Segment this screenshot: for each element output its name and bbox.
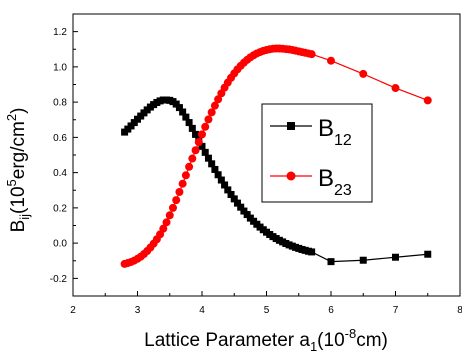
legend-marker-b12 bbox=[287, 122, 295, 130]
legend-box bbox=[261, 103, 373, 203]
data-point-b12 bbox=[243, 211, 251, 219]
legend-marker-b23 bbox=[286, 171, 296, 181]
data-point-b12 bbox=[359, 256, 367, 264]
data-point-b12 bbox=[185, 119, 193, 127]
y-axis-title-close: ) bbox=[8, 108, 29, 114]
data-point-b12 bbox=[327, 258, 335, 266]
data-point-b12 bbox=[201, 148, 209, 156]
x-tick-label: 5 bbox=[264, 305, 270, 316]
data-point-b12 bbox=[240, 207, 248, 215]
y-tick-label: -0.2 bbox=[50, 274, 68, 285]
data-point-b12 bbox=[227, 190, 235, 198]
x-axis-title-sup: -8 bbox=[345, 326, 357, 341]
data-point-b12 bbox=[192, 130, 200, 138]
x-axis-title-main: Lattice Parameter a bbox=[144, 330, 310, 351]
legend-label-b23-main: B bbox=[318, 165, 334, 192]
legend-label-b12-sub: 12 bbox=[334, 132, 352, 149]
data-point-b23 bbox=[214, 95, 223, 104]
data-point-b12 bbox=[224, 186, 232, 194]
data-point-b23 bbox=[172, 196, 181, 205]
legend: B12 B23 bbox=[261, 103, 373, 203]
x-axis-title: Lattice Parameter a1(10-8cm) bbox=[144, 326, 388, 354]
data-point-b12 bbox=[424, 250, 432, 258]
data-point-b12 bbox=[179, 108, 187, 116]
data-point-b23 bbox=[175, 188, 184, 197]
data-point-b12 bbox=[217, 176, 225, 184]
data-point-b12 bbox=[211, 165, 219, 173]
x-tick-label: 8 bbox=[457, 305, 462, 316]
data-point-b12 bbox=[208, 160, 216, 168]
x-tick-label: 3 bbox=[135, 305, 141, 316]
data-point-b23 bbox=[165, 211, 174, 220]
y-axis-title: Bij(105erg/cm2) bbox=[4, 108, 32, 233]
data-point-b23 bbox=[178, 179, 187, 188]
y-axis-title-sup2: 2 bbox=[4, 114, 19, 121]
data-point-b23 bbox=[181, 171, 190, 180]
data-point-b12 bbox=[198, 142, 206, 150]
data-point-b23 bbox=[210, 101, 219, 110]
y-tick-label: 0.2 bbox=[53, 203, 67, 214]
data-point-b12 bbox=[204, 154, 212, 162]
data-point-b23 bbox=[185, 162, 194, 171]
data-point-b23 bbox=[207, 108, 216, 117]
series-layer bbox=[120, 44, 432, 268]
x-tick-label: 2 bbox=[70, 305, 76, 316]
data-point-b23 bbox=[188, 154, 197, 163]
data-point-b12 bbox=[392, 253, 399, 261]
data-point-b12 bbox=[188, 124, 196, 132]
data-point-b23 bbox=[327, 56, 335, 65]
data-point-b23 bbox=[423, 96, 432, 105]
data-point-b12 bbox=[237, 203, 245, 211]
y-tick-label: 0.6 bbox=[53, 133, 67, 144]
y-axis-title-unit: erg/cm bbox=[8, 121, 29, 179]
legend-label-b23: B23 bbox=[318, 165, 352, 199]
data-point-b23 bbox=[391, 84, 400, 93]
data-point-b23 bbox=[162, 218, 171, 227]
data-point-b23 bbox=[159, 224, 168, 233]
legend-label-b12-main: B bbox=[318, 115, 334, 142]
y-tick-label: 0.0 bbox=[53, 239, 67, 250]
y-axis-title-main: B bbox=[8, 220, 29, 233]
x-tick-label: 7 bbox=[393, 305, 399, 316]
data-point-b12 bbox=[182, 113, 190, 121]
x-tick-label: 6 bbox=[328, 305, 334, 316]
data-point-b12 bbox=[175, 104, 183, 112]
y-tick-label: 0.8 bbox=[53, 98, 67, 109]
legend-label-b12: B12 bbox=[318, 115, 352, 149]
data-point-b23 bbox=[307, 50, 316, 59]
x-axis-title-unit: cm) bbox=[356, 330, 388, 351]
data-point-b23 bbox=[198, 130, 206, 139]
legend-label-b23-sub: 23 bbox=[334, 182, 352, 199]
x-axis-title-paren: (10 bbox=[317, 330, 344, 351]
y-axis-title-sup: 5 bbox=[4, 179, 19, 186]
data-point-b12 bbox=[230, 195, 238, 203]
data-point-b23 bbox=[168, 203, 177, 212]
data-point-b23 bbox=[359, 69, 368, 78]
data-point-b12 bbox=[308, 248, 316, 256]
data-point-b12 bbox=[172, 100, 180, 108]
y-tick-label: 1.2 bbox=[53, 27, 67, 38]
data-point-b12 bbox=[221, 181, 229, 189]
y-axis-title-sub: ij bbox=[17, 214, 32, 220]
x-axis-title-sub: 1 bbox=[310, 339, 317, 354]
data-point-b23 bbox=[194, 138, 203, 147]
data-point-b23 bbox=[204, 115, 213, 124]
data-point-b23 bbox=[191, 146, 200, 155]
data-point-b12 bbox=[233, 199, 241, 207]
y-tick-label: 0.4 bbox=[53, 168, 67, 179]
data-point-b23 bbox=[201, 122, 210, 131]
y-axis-title-paren: (10 bbox=[8, 186, 29, 213]
x-tick-label: 4 bbox=[199, 305, 205, 316]
data-point-b12 bbox=[214, 171, 222, 179]
y-tick-label: 1.0 bbox=[53, 62, 67, 73]
axis-ticks: 2 3 4 5 6 7 8-0.20.00.20.40.60.81.01.2 bbox=[50, 27, 462, 316]
